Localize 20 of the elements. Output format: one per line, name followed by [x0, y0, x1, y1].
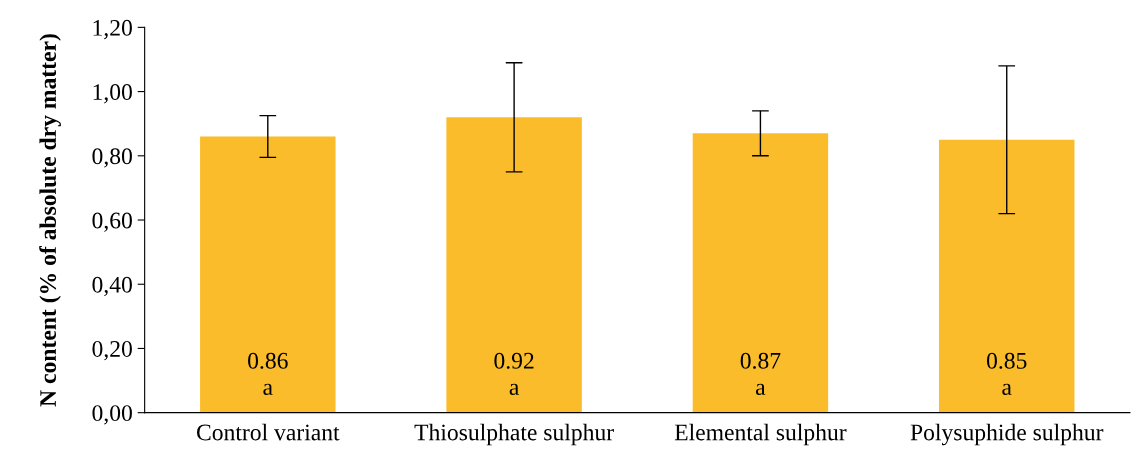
x-tick-label: Control variant: [196, 423, 340, 441]
data-label: 0.85 a: [986, 352, 1027, 396]
y-tick-label: 0,00: [92, 405, 132, 425]
x-tick-label: Thiosulphate sulphur: [414, 423, 614, 446]
y-tick-label: 0,40: [92, 276, 132, 297]
y-tick-label: 1,20: [93, 19, 132, 40]
data-label: 0.86 a: [248, 352, 288, 396]
y-tick-label: 0,80: [92, 148, 132, 168]
data-label: 0.92 a: [494, 352, 534, 396]
y-tick-label: 1,00: [93, 84, 132, 104]
bar: [692, 133, 829, 413]
x-tick-label: Polysuphide sulphur: [910, 423, 1104, 446]
x-tick-label: Elemental sulphur: [674, 423, 847, 446]
y-axis-title: N content (% of absolute dry matter): [39, 34, 61, 407]
y-tick-label: 0,20: [92, 340, 132, 361]
bar: [200, 136, 336, 413]
y-tick-label: 0,60: [92, 212, 132, 232]
bar: [446, 117, 582, 413]
bar: [939, 139, 1075, 413]
data-label: 0.87 a: [740, 352, 781, 396]
